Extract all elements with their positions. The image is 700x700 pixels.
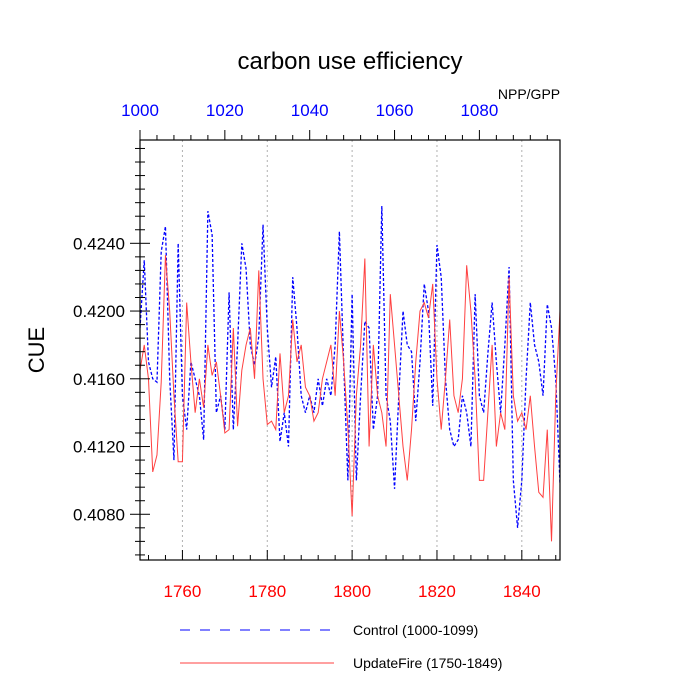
- x-bottom-tick-label: 1820: [418, 582, 456, 601]
- series-line-control: [140, 206, 560, 528]
- x-bottom-tick-label: 1760: [164, 582, 202, 601]
- y-tick-label: 0.4160: [73, 370, 125, 389]
- y-tick-label: 0.4120: [73, 438, 125, 457]
- x-bottom-tick-label: 1780: [248, 582, 286, 601]
- x-top-tick-label: 1040: [291, 101, 329, 120]
- x-top-tick-label: 1020: [206, 101, 244, 120]
- units-label: NPP/GPP: [498, 86, 560, 102]
- legend-control-label: Control (1000-1099): [353, 622, 478, 638]
- series-line-updatefire: [140, 255, 560, 542]
- legend-updatefire-label: UpdateFire (1750-1849): [353, 655, 502, 671]
- y-tick-label: 0.4200: [73, 302, 125, 321]
- x-top-tick-label: 1000: [121, 101, 159, 120]
- y-axis-label: CUE: [24, 327, 49, 373]
- y-tick-label: 0.4080: [73, 505, 125, 524]
- axes: 1760 1780 1800 1820 1840 1000 1020 1040 1060 1080…: [73, 101, 561, 601]
- plot-frame: [139, 139, 561, 561]
- y-tick-label: 0.4240: [73, 234, 125, 253]
- x-top-tick-label: 1080: [460, 101, 498, 120]
- x-bottom-tick-label: 1800: [333, 582, 371, 601]
- chart-title: carbon use efficiency: [237, 48, 462, 75]
- legend: Control (1000-1099) UpdateFire (1750-184…: [180, 622, 502, 671]
- x-top-tick-label: 1060: [376, 101, 414, 120]
- series-lines: [140, 206, 560, 542]
- grid-lines: [181, 140, 523, 560]
- x-bottom-tick-label: 1840: [503, 582, 541, 601]
